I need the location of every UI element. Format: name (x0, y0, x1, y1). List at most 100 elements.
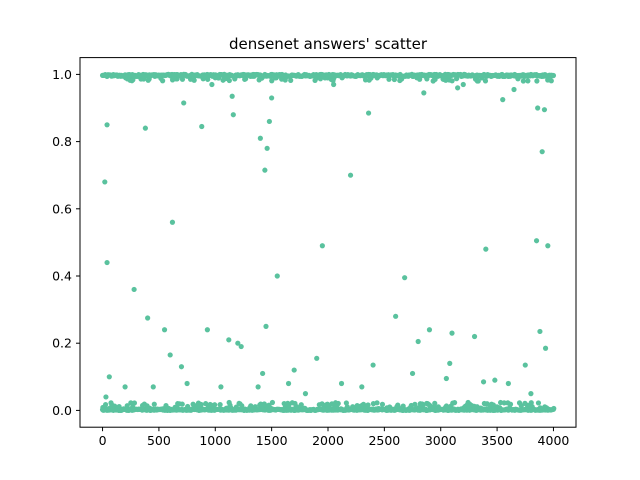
data-point (260, 370, 266, 377)
x-tick-label: 3000 (425, 433, 457, 448)
data-point (319, 243, 325, 249)
data-point (534, 78, 540, 84)
y-tick-label: 0.0 (52, 403, 72, 418)
data-point (106, 374, 112, 380)
data-point (263, 323, 269, 329)
data-point (285, 380, 292, 387)
data-point (286, 403, 292, 409)
data-point (511, 86, 517, 93)
data-point (230, 112, 236, 118)
data-point (421, 90, 427, 96)
data-point (548, 78, 554, 84)
data-point (370, 362, 376, 368)
data-point (379, 401, 386, 407)
y-tick-label: 0.6 (52, 201, 72, 216)
data-point (443, 375, 449, 382)
x-tick-label: 500 (147, 433, 171, 448)
data-point (131, 400, 138, 406)
data-point (550, 72, 557, 79)
data-point (447, 360, 453, 366)
data-point (535, 105, 541, 111)
data-point (449, 78, 455, 84)
data-point (298, 402, 304, 408)
data-point (102, 401, 109, 408)
data-point (204, 327, 210, 333)
data-point (505, 380, 511, 387)
data-point (181, 100, 187, 106)
data-point (331, 81, 337, 88)
data-point (475, 78, 481, 84)
data-point (191, 77, 197, 83)
data-point (103, 394, 109, 400)
data-point (545, 243, 551, 249)
data-point (229, 93, 235, 99)
x-tick-label: 2500 (368, 433, 400, 448)
data-point (402, 275, 408, 281)
data-point (338, 380, 345, 387)
data-point (393, 313, 399, 319)
x-axis: 0 500 1000 1500 2000 2500 3000 3500 4000 (99, 427, 570, 448)
data-point (212, 402, 218, 408)
y-tick-label: 0.8 (52, 134, 72, 149)
data-point (451, 400, 458, 406)
data-point (365, 110, 372, 116)
x-tick-label: 0 (99, 433, 107, 448)
x-tick-label: 1000 (199, 433, 231, 448)
data-point (238, 343, 244, 350)
data-point (500, 97, 506, 103)
data-point (102, 179, 108, 185)
data-point (507, 401, 514, 407)
data-point (160, 78, 166, 84)
data-point (291, 367, 297, 373)
data-point (551, 405, 557, 412)
data-point (131, 286, 137, 293)
data-point (142, 125, 148, 131)
data-point (104, 259, 110, 266)
data-point (169, 219, 176, 225)
x-tick-label: 2000 (312, 433, 344, 448)
data-point (482, 78, 489, 84)
data-point (492, 377, 498, 383)
data-point (198, 401, 204, 408)
data-point (335, 400, 341, 407)
data-point (365, 402, 371, 408)
data-point (217, 401, 223, 408)
data-point (145, 315, 151, 321)
data-point (455, 85, 461, 91)
y-axis: 0.0 0.2 0.4 0.6 0.8 1.0 (52, 67, 80, 418)
data-point (199, 123, 205, 130)
data-point (179, 401, 185, 407)
data-point (124, 403, 130, 409)
data-point (412, 401, 418, 407)
data-point (104, 122, 110, 128)
data-point (274, 273, 280, 279)
data-point (471, 333, 478, 340)
y-tick-label: 1.0 (52, 67, 72, 82)
x-tick-label: 3500 (481, 433, 513, 448)
data-point (205, 76, 211, 82)
data-point (302, 391, 309, 397)
data-point (374, 400, 380, 406)
data-point (269, 78, 275, 84)
data-point (288, 77, 294, 83)
data-point (347, 172, 354, 178)
data-point (130, 77, 136, 83)
data-point (209, 81, 215, 88)
data-point (151, 401, 157, 407)
data-point (184, 380, 190, 387)
data-point (319, 401, 325, 407)
data-point (391, 76, 397, 83)
data-point (449, 330, 455, 336)
data-point (528, 400, 534, 406)
x-tick-label: 4000 (538, 433, 570, 448)
data-point (212, 75, 218, 81)
data-point (161, 327, 168, 333)
data-point (269, 399, 276, 406)
y-tick-label: 0.2 (52, 336, 72, 351)
chart-title: densenet answers' scatter (229, 35, 428, 53)
data-point (257, 135, 263, 141)
data-point (255, 384, 261, 390)
data-point (262, 167, 268, 173)
data-point (264, 145, 270, 151)
